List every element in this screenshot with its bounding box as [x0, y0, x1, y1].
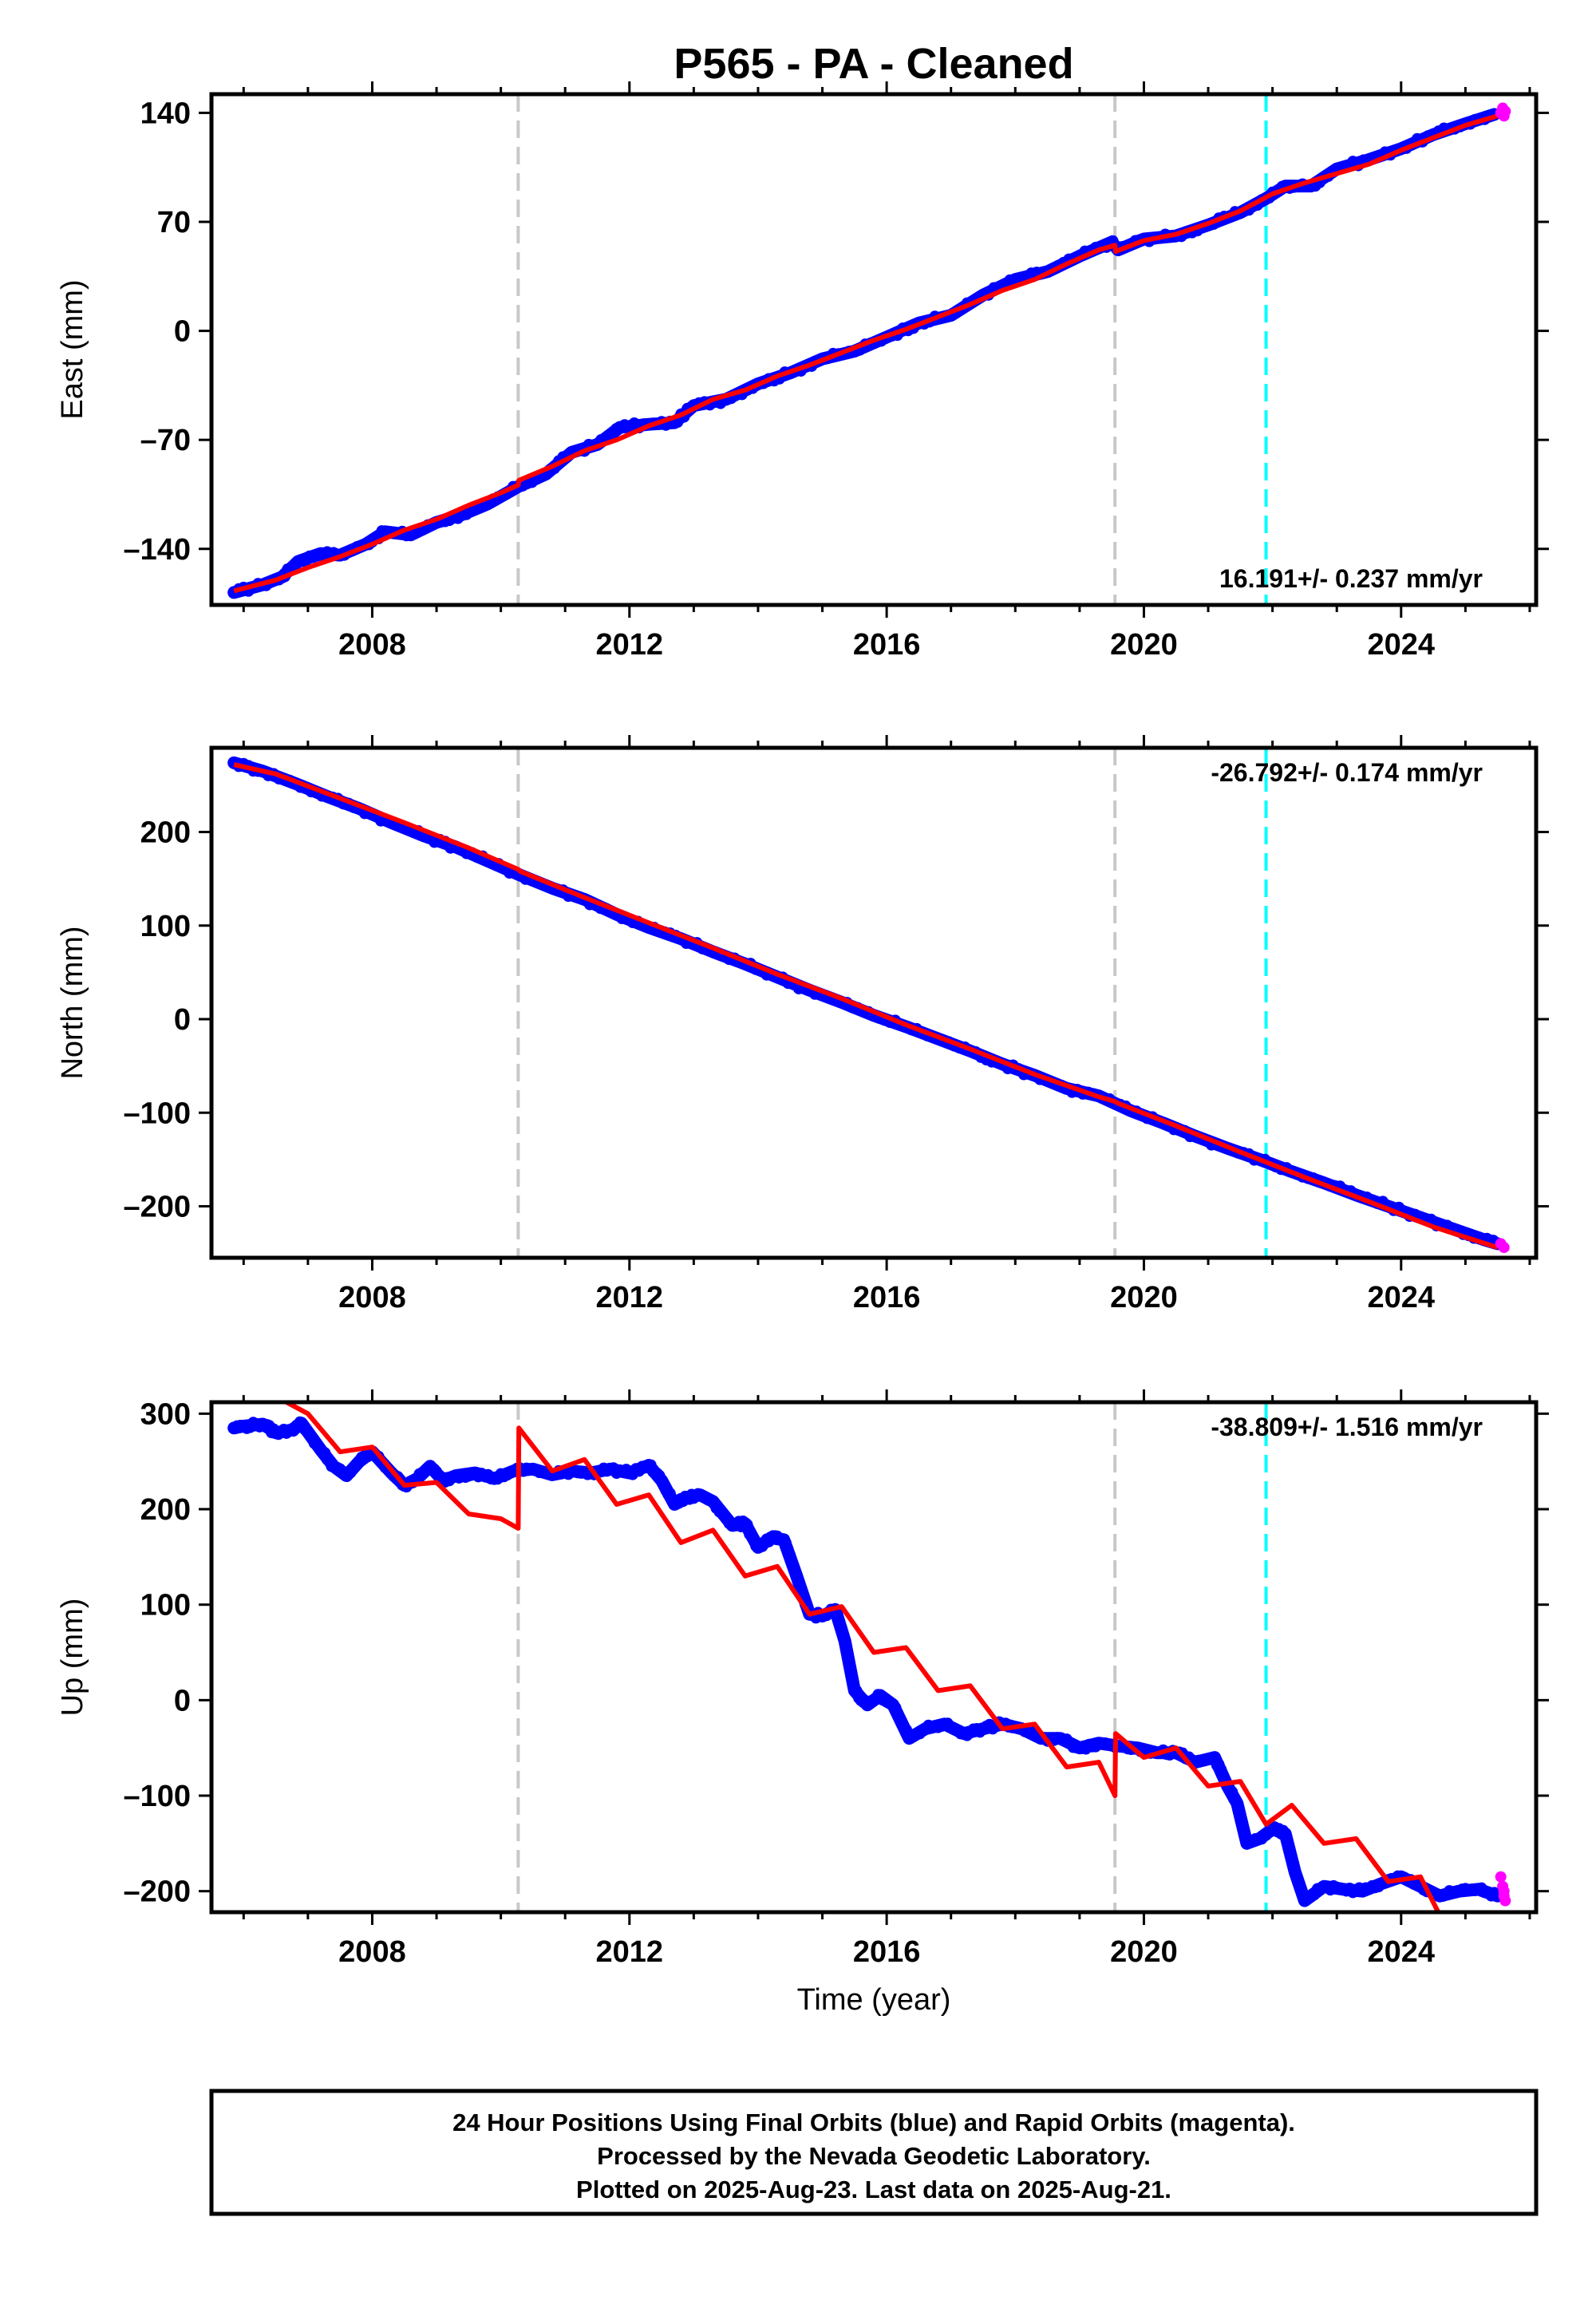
final-orbits-point [840, 1641, 852, 1653]
x-tick-label: 2008 [338, 1935, 406, 1969]
y-tick-label: –100 [123, 1780, 191, 1813]
north-panel: 2008 2012 2016 2020 2024 –200 –100 0 100 200 North… [56, 735, 1549, 1314]
final-orbits-point [836, 1622, 847, 1634]
final-orbits-point [1287, 1857, 1299, 1869]
x-tick-label: 2012 [596, 628, 664, 662]
y-tick-label: 200 [140, 1493, 191, 1527]
y-tick-label: –70 [140, 424, 191, 457]
y-tick-label: 300 [140, 1397, 191, 1431]
footer-line-2: Processed by the Nevada Geodetic Laborat… [597, 2142, 1151, 2170]
rapid-orbits-point [1495, 1871, 1507, 1883]
y-tick-label: –200 [123, 1875, 191, 1909]
rate-annotation: -26.792+/- 0.174 mm/yr [1211, 758, 1483, 787]
rapid-orbits-point [1499, 1895, 1511, 1907]
final-orbits-point [890, 1701, 902, 1713]
x-axis-label: Time (year) [797, 1983, 951, 2017]
final-orbits-point [845, 1668, 857, 1680]
plot-area [227, 756, 1510, 1254]
final-orbits-point [1281, 1832, 1293, 1844]
x-tick-label: 2024 [1368, 1935, 1436, 1969]
x-tick-label: 2024 [1368, 628, 1436, 662]
final-orbits-point [1282, 1841, 1294, 1853]
x-tick-label: 2020 [1110, 1281, 1178, 1314]
y-axis-label: North (mm) [56, 926, 89, 1079]
final-orbits-point [1236, 1816, 1248, 1828]
y-tick-label: –200 [123, 1191, 191, 1224]
plot-area [227, 102, 1511, 599]
x-tick-label: 2020 [1110, 628, 1178, 662]
x-tick-label: 2020 [1110, 1935, 1178, 1969]
x-tick-label: 2016 [853, 1281, 921, 1314]
y-tick-label: 0 [174, 1003, 191, 1037]
y-tick-label: –140 [123, 533, 191, 567]
y-tick-label: 70 [157, 206, 191, 239]
x-tick-label: 2012 [596, 1281, 664, 1314]
plot-area [227, 1402, 1511, 1912]
x-tick-label: 2016 [853, 1935, 921, 1969]
plot-frame [209, 745, 1539, 1260]
y-tick-label: 0 [174, 315, 191, 349]
rapid-orbits-point [1499, 105, 1511, 117]
model-fit-line [281, 1402, 1441, 1912]
east-panel: 2008 2012 2016 2020 2024 –140 –70 0 70 140 East (m… [56, 81, 1549, 662]
plot-frame [209, 92, 1539, 607]
x-tick-label: 2008 [338, 1281, 406, 1314]
final-orbits-series [227, 1417, 1504, 1907]
x-tick-label: 2008 [338, 628, 406, 662]
y-tick-label: 100 [140, 1589, 191, 1622]
plot-frame [209, 1400, 1539, 1915]
model-fit-line [233, 762, 1499, 1250]
x-tick-label: 2024 [1368, 1281, 1436, 1314]
rate-annotation: -38.809+/- 1.516 mm/yr [1211, 1413, 1483, 1441]
y-axis-label: Up (mm) [56, 1599, 89, 1717]
y-tick-label: 200 [140, 816, 191, 850]
model-fit-line [233, 113, 1499, 594]
rate-annotation: 16.191+/- 0.237 mm/yr [1219, 564, 1483, 593]
footer-line-1: 24 Hour Positions Using Final Orbits (bl… [452, 2109, 1295, 2136]
up-panel: 2008 2012 2016 2020 2024 –200 –100 0 100 200 300 Up… [56, 1389, 1549, 1969]
y-tick-label: 100 [140, 910, 191, 943]
y-tick-label: 140 [140, 97, 191, 130]
rapid-orbits-point [1498, 1242, 1510, 1254]
x-tick-label: 2012 [596, 1935, 664, 1969]
y-axis-label: East (mm) [56, 279, 89, 419]
x-tick-label: 2016 [853, 628, 921, 662]
page-title: P565 - PA - Cleaned [674, 40, 1073, 88]
footer-line-3: Plotted on 2025-Aug-23. Last data on 202… [576, 2176, 1171, 2203]
y-tick-label: 0 [174, 1684, 191, 1717]
y-tick-label: –100 [123, 1097, 191, 1130]
footer-box [209, 2089, 1539, 2216]
final-orbits-point [741, 1519, 753, 1531]
rapid-orbits-point [1498, 1885, 1510, 1897]
